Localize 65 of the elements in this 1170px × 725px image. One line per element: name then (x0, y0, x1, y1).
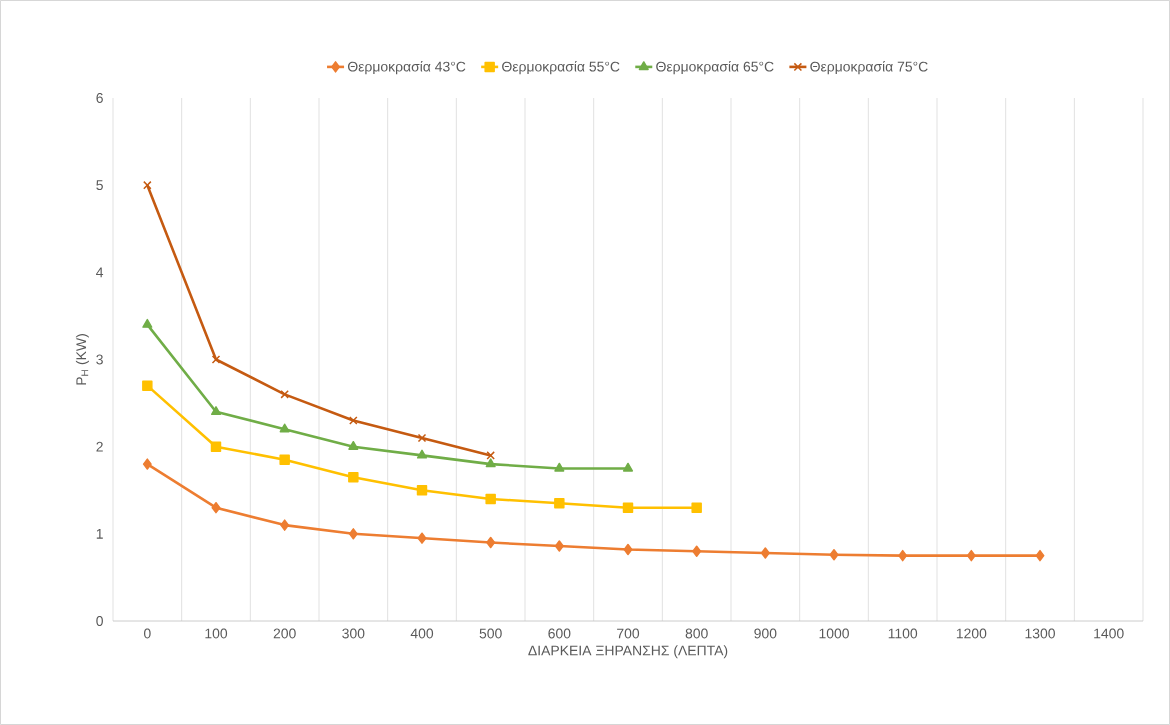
point (829, 549, 839, 561)
y-tick-label: 0 (96, 616, 103, 626)
x-tick-label: 300 (342, 628, 365, 639)
y-tick-label: 3 (96, 354, 103, 365)
point (966, 549, 976, 562)
point (348, 528, 358, 540)
point (486, 536, 496, 549)
x-tick-label: 1300 (1025, 628, 1055, 639)
legend-label: Θερμοκρασία 75°C (810, 60, 928, 75)
y-tick-label: 2 (96, 441, 103, 452)
x-tick-label: 1100 (888, 628, 918, 639)
point (622, 462, 634, 472)
point (210, 441, 222, 452)
x-tick-label: 500 (479, 628, 502, 639)
legend-label: Θερμοκρασία 65°C (656, 60, 774, 75)
point (349, 416, 358, 425)
y-tick-label: 6 (96, 93, 103, 103)
y-tick-label: 4 (96, 267, 104, 278)
y-tick-label: 5 (96, 180, 103, 191)
point (143, 180, 152, 190)
point (760, 547, 770, 559)
point (623, 543, 633, 556)
point (142, 458, 152, 470)
point (486, 451, 495, 460)
point (622, 502, 634, 513)
x-tick-label: 1000 (819, 628, 849, 639)
x-tick-label: 100 (205, 628, 228, 639)
legend-label: Θερμοκρασία 43°C (348, 60, 466, 75)
point (485, 458, 496, 468)
point (279, 454, 290, 465)
point (211, 501, 221, 514)
x-tick-label: 200 (273, 628, 296, 639)
point (348, 440, 359, 450)
x-tick-label: 0 (144, 628, 151, 639)
point (554, 540, 564, 552)
x-axis-title: ΔΙΑΡΚΕΙΑ ΞΗΡΑΝΣΗΣ (ΛΕΠΤΑ) (528, 645, 728, 659)
point (280, 519, 290, 531)
y-axis-title: P$_{H}$ (KW) (75, 334, 89, 385)
point (142, 318, 153, 328)
point (210, 406, 222, 416)
x-tick-label: 1200 (956, 628, 987, 639)
point (348, 471, 359, 483)
x-tick-label: 700 (617, 628, 640, 639)
point (691, 502, 702, 513)
x-tick-label: 400 (410, 628, 434, 639)
point (280, 390, 289, 399)
point (898, 549, 908, 562)
point (416, 449, 428, 459)
x-tick-label: 900 (754, 628, 777, 639)
point (211, 355, 221, 364)
point (417, 532, 427, 544)
x-tick-label: 1400 (1094, 628, 1124, 639)
point (554, 498, 565, 509)
legend-label: Θερμοκρασία 55°C (502, 60, 620, 75)
point (417, 433, 427, 443)
point (1035, 549, 1045, 562)
y-tick-label: 1 (96, 529, 103, 539)
point (279, 423, 290, 433)
point (692, 545, 702, 557)
point (554, 462, 565, 472)
x-tick-label: 800 (685, 628, 708, 639)
x-tick-label: 600 (548, 628, 571, 639)
point (485, 493, 496, 505)
point (416, 485, 428, 496)
point (142, 380, 153, 391)
